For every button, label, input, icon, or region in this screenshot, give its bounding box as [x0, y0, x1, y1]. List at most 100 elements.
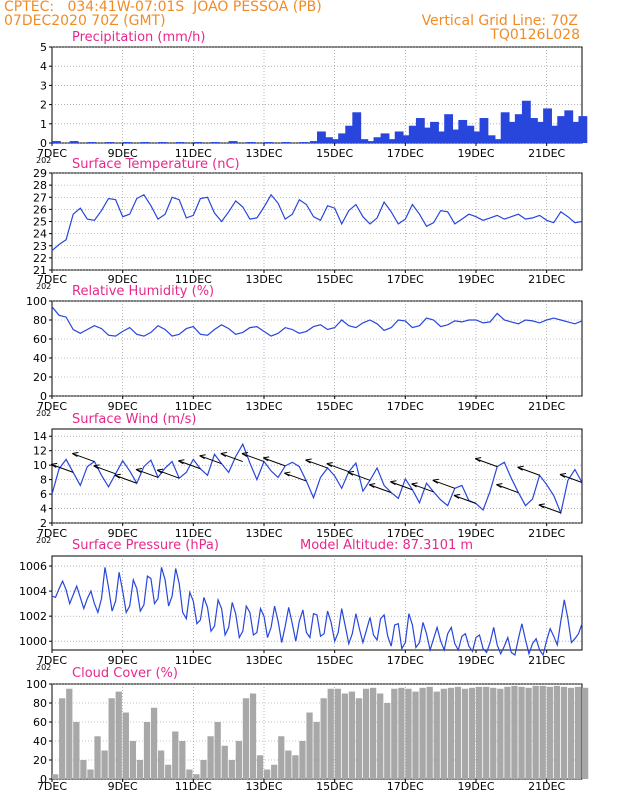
wind-arrow-head [368, 483, 376, 489]
precip-ytick-label: 5 [40, 41, 47, 54]
wind-arrow-head [72, 452, 79, 457]
rh-overlap-label: 202 [36, 409, 51, 418]
temp-xtick-label: 17DEC [387, 273, 424, 286]
temp-ytick-label: 21 [33, 264, 47, 277]
temp-ytick-label: 24 [33, 228, 47, 241]
pres-xtick-label: 7DEC [37, 654, 67, 667]
cloud-bar [405, 688, 412, 779]
precip-bar [373, 137, 383, 143]
cloud-bar [306, 712, 313, 779]
wind-arrow-head [305, 458, 312, 464]
rh-ytick-label: 20 [33, 371, 47, 384]
wind-arrow [517, 466, 540, 476]
cloud-bar [165, 764, 172, 779]
cloud-bar [355, 698, 363, 779]
rh-xtick-label: 17DEC [387, 400, 424, 413]
cloud-bar [391, 688, 398, 779]
wind-arrow-head [432, 478, 439, 484]
wind-arrow [347, 471, 371, 481]
cloud-bar [66, 688, 73, 779]
wind-arrow-head [50, 462, 58, 468]
cloud-ytick-label: 100 [26, 678, 47, 691]
precip-bar [458, 119, 468, 143]
precip-bar [387, 139, 397, 143]
cloud-xtick-label: 19DEC [457, 780, 494, 793]
cloud-bar [426, 686, 433, 779]
precip-bar [69, 141, 79, 143]
cloud-bar [567, 687, 575, 779]
cloud-bar [129, 741, 137, 779]
temp-ytick-label: 27 [33, 191, 47, 204]
precip-bar [500, 112, 510, 143]
precip-ytick-label: 4 [40, 60, 47, 73]
precip-title: Precipitation (mm/h) [72, 30, 205, 45]
cloud-bar [228, 760, 235, 779]
cloud-bar [504, 686, 511, 779]
precip-xtick-label: 17DEC [387, 147, 424, 160]
wind-arrow [369, 484, 392, 494]
cloud-bar [433, 691, 440, 779]
rh-xtick-label: 15DEC [316, 400, 353, 413]
cloud-ytick-label: 60 [33, 716, 47, 729]
wind-arrow-head [326, 462, 333, 468]
wind-arrow-head [114, 473, 121, 479]
precip-xtick-label: 7DEC [37, 147, 67, 160]
wind-ytick-label: 12 [33, 445, 47, 458]
precip-bar [514, 114, 524, 143]
cloud-bar [334, 688, 341, 779]
cloud-bar [476, 686, 483, 779]
wind-arrow-head [474, 457, 482, 463]
cloud-bar [370, 687, 377, 779]
rh-ytick-label: 100 [26, 295, 47, 308]
wind-arrow [241, 453, 265, 463]
cloud-bar [235, 741, 243, 779]
temp-ytick-label: 23 [33, 240, 47, 253]
cloud-bar [271, 764, 278, 779]
temp-xtick-label: 13DEC [245, 273, 282, 286]
cloud-bar [483, 686, 490, 779]
cloud-bar [115, 691, 122, 779]
precip-bar [444, 114, 454, 143]
wind-xtick-label: 9DEC [108, 527, 138, 540]
cloud-bar [398, 687, 405, 779]
pres-frame [51, 555, 583, 651]
wind-arrow [559, 474, 583, 483]
precip-xtick-label: 21DEC [528, 147, 565, 160]
wind-arrow [305, 459, 328, 469]
precip-bar [331, 139, 340, 143]
precip-bar [380, 133, 390, 143]
wind-arrow-head [220, 452, 227, 457]
pres-xtick-label: 15DEC [316, 654, 353, 667]
cloud-bar [94, 736, 101, 779]
precip-bar [564, 110, 574, 143]
temp-title: Surface Temperature (nC) [72, 157, 240, 172]
precip-bar [52, 141, 61, 143]
rh-xtick-label: 7DEC [37, 400, 67, 413]
cloud-bar [525, 687, 532, 779]
precip-bar [472, 131, 482, 143]
cloud-xtick-label: 21DEC [528, 780, 565, 793]
wind-series-line [51, 442, 583, 515]
precip-bar [175, 142, 185, 143]
wind-arrow-head [496, 483, 503, 489]
cloud-bar [80, 760, 87, 779]
precip-bar [281, 142, 291, 143]
cloud-bar [200, 760, 207, 779]
wind-arrow [538, 504, 561, 514]
precip-bar [324, 137, 333, 143]
cloud-xtick-label: 15DEC [316, 780, 353, 793]
cloud-bar [560, 686, 568, 779]
temp-overlap-label: 202 [36, 282, 51, 291]
cloud-bar [412, 691, 419, 779]
precip-bar [479, 118, 489, 143]
precip-frame [51, 46, 583, 144]
wind-arrow [72, 453, 95, 463]
wind-arrow-head [284, 471, 291, 477]
precip-bar [211, 142, 220, 143]
cloud-bar [377, 693, 384, 779]
precip-bar [451, 129, 461, 143]
precip-bar [415, 118, 425, 143]
precip-ytick-label: 0 [40, 137, 47, 150]
cloud-bar [108, 698, 115, 779]
cloud-bar [497, 688, 504, 779]
